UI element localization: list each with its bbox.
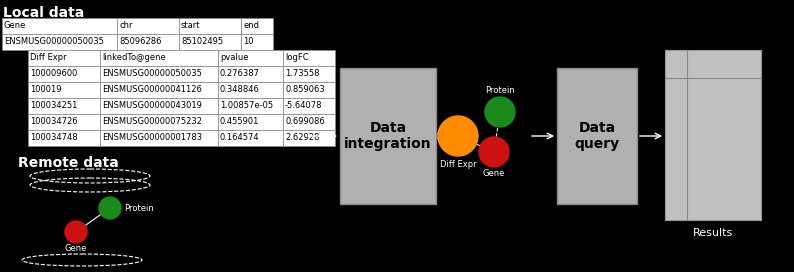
Text: Results: Results	[693, 228, 733, 238]
Text: 10: 10	[243, 38, 253, 47]
Text: pvalue: pvalue	[220, 54, 249, 63]
Bar	[557, 68, 637, 204]
Circle shape	[479, 137, 509, 167]
Bar	[218, 98, 283, 114]
Text: 0.164574: 0.164574	[220, 134, 260, 143]
Bar	[283, 98, 335, 114]
Text: 0.348846: 0.348846	[220, 85, 260, 94]
Bar	[28, 98, 100, 114]
Text: 0.276387: 0.276387	[220, 70, 260, 79]
Text: ENSMUSG00000043019: ENSMUSG00000043019	[102, 101, 202, 110]
Bar	[100, 114, 218, 130]
Text: Data
integration: Data integration	[344, 121, 432, 151]
Text: 2.62928: 2.62928	[285, 134, 319, 143]
Bar	[218, 130, 283, 146]
Text: 100034251: 100034251	[30, 101, 77, 110]
Bar	[218, 114, 283, 130]
Circle shape	[438, 116, 478, 156]
Bar	[28, 66, 100, 82]
Text: Local data: Local data	[3, 6, 84, 20]
Text: chr: chr	[119, 21, 133, 30]
Text: 100034726: 100034726	[30, 118, 78, 126]
Bar	[283, 82, 335, 98]
Bar	[241, 34, 273, 50]
Text: 85102495: 85102495	[181, 38, 223, 47]
Text: Gene: Gene	[483, 169, 505, 178]
Text: Protein: Protein	[124, 204, 154, 213]
Text: end: end	[243, 21, 259, 30]
Bar	[218, 82, 283, 98]
Bar	[283, 50, 335, 66]
Text: Remote data: Remote data	[18, 156, 119, 170]
Circle shape	[65, 221, 87, 243]
Bar	[117, 18, 179, 34]
Bar	[2, 34, 117, 50]
Bar	[117, 34, 179, 50]
Text: 1.73558: 1.73558	[285, 70, 319, 79]
Bar	[283, 114, 335, 130]
Text: Diff Expr: Diff Expr	[30, 54, 67, 63]
Text: ENSMUSG00000041126: ENSMUSG00000041126	[102, 85, 202, 94]
Text: 85096286: 85096286	[119, 38, 161, 47]
Bar	[283, 130, 335, 146]
Bar	[28, 82, 100, 98]
Text: Gene: Gene	[4, 21, 26, 30]
Bar	[28, 114, 100, 130]
Circle shape	[485, 97, 515, 127]
Text: Gene: Gene	[65, 244, 87, 253]
Text: linkedTo@gene: linkedTo@gene	[102, 54, 166, 63]
Text: Data
query: Data query	[574, 121, 619, 151]
Text: start: start	[181, 21, 201, 30]
Text: Protein: Protein	[485, 86, 515, 95]
Text: 100009600: 100009600	[30, 70, 77, 79]
Text: 0.699086: 0.699086	[285, 118, 325, 126]
Text: ENSMUSG00000050035: ENSMUSG00000050035	[102, 70, 202, 79]
Bar	[100, 98, 218, 114]
Bar	[28, 50, 100, 66]
Bar	[340, 68, 436, 204]
Text: 0.859063: 0.859063	[285, 85, 325, 94]
Text: ENSMUSG00000001783: ENSMUSG00000001783	[102, 134, 202, 143]
Bar	[179, 18, 241, 34]
Bar	[179, 34, 241, 50]
Text: 100019: 100019	[30, 85, 61, 94]
Bar	[241, 18, 273, 34]
Bar	[100, 82, 218, 98]
Bar	[2, 18, 117, 34]
Bar	[100, 66, 218, 82]
Circle shape	[99, 197, 121, 219]
Bar	[100, 130, 218, 146]
Text: ENSMUSG00000075232: ENSMUSG00000075232	[102, 118, 202, 126]
Bar	[665, 50, 761, 220]
Bar	[28, 130, 100, 146]
Text: 0.455901: 0.455901	[220, 118, 260, 126]
Text: logFC: logFC	[285, 54, 309, 63]
Text: -5.64078: -5.64078	[285, 101, 322, 110]
Text: 1.00857e-05: 1.00857e-05	[220, 101, 273, 110]
Text: 100034748: 100034748	[30, 134, 78, 143]
Bar	[100, 50, 218, 66]
Text: Diff Expr: Diff Expr	[440, 160, 476, 169]
Bar	[218, 66, 283, 82]
Bar	[283, 66, 335, 82]
Text: ENSMUSG00000050035: ENSMUSG00000050035	[4, 38, 104, 47]
Bar	[218, 50, 283, 66]
